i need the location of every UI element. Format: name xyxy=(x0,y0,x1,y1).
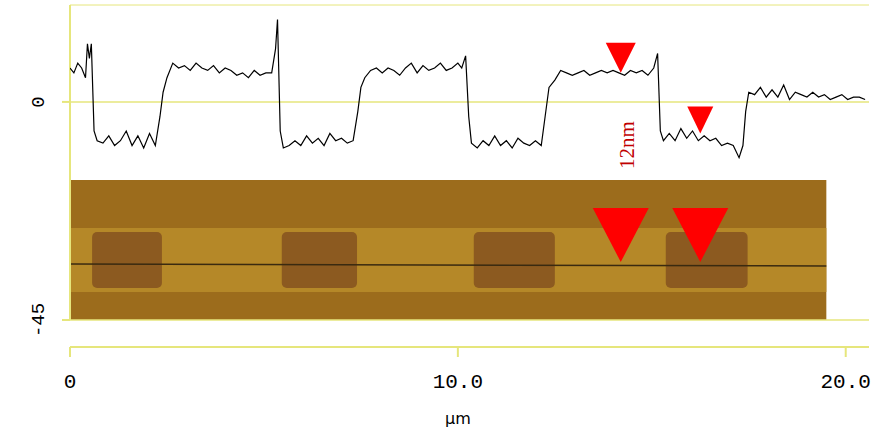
top-axis xyxy=(70,5,869,6)
image-background xyxy=(70,180,826,320)
x-axis-title: µm xyxy=(445,409,471,428)
annotation: 12nm xyxy=(615,121,639,169)
plot xyxy=(70,20,865,158)
pad xyxy=(282,232,357,288)
y-tick xyxy=(62,101,70,103)
profile-line xyxy=(70,20,865,158)
pad xyxy=(474,232,555,288)
y-tick-label: -45 xyxy=(28,303,50,337)
grid-line xyxy=(70,319,869,321)
y-axis xyxy=(69,5,71,320)
y-tick xyxy=(62,319,70,321)
image-cursor-marker xyxy=(672,208,728,262)
image-cursor-marker xyxy=(593,208,649,262)
y-tick-label: 0 xyxy=(28,96,50,107)
x-tick-label: 10.0 xyxy=(433,371,483,394)
x-tick xyxy=(457,347,459,357)
x-tick-label: 20.0 xyxy=(821,371,871,394)
chart: 0 -45 0 10.0 20.0 µm 12nm xyxy=(0,0,875,437)
x-axis xyxy=(70,346,869,348)
grid-line xyxy=(70,101,869,103)
x-tick xyxy=(69,347,71,357)
scan-line xyxy=(70,264,826,266)
x-tick-label: 0 xyxy=(64,371,77,394)
x-tick xyxy=(845,347,847,357)
cursor-marker xyxy=(687,106,713,133)
afm-image xyxy=(70,180,826,320)
pad xyxy=(92,232,162,288)
cursor-marker xyxy=(606,43,636,73)
